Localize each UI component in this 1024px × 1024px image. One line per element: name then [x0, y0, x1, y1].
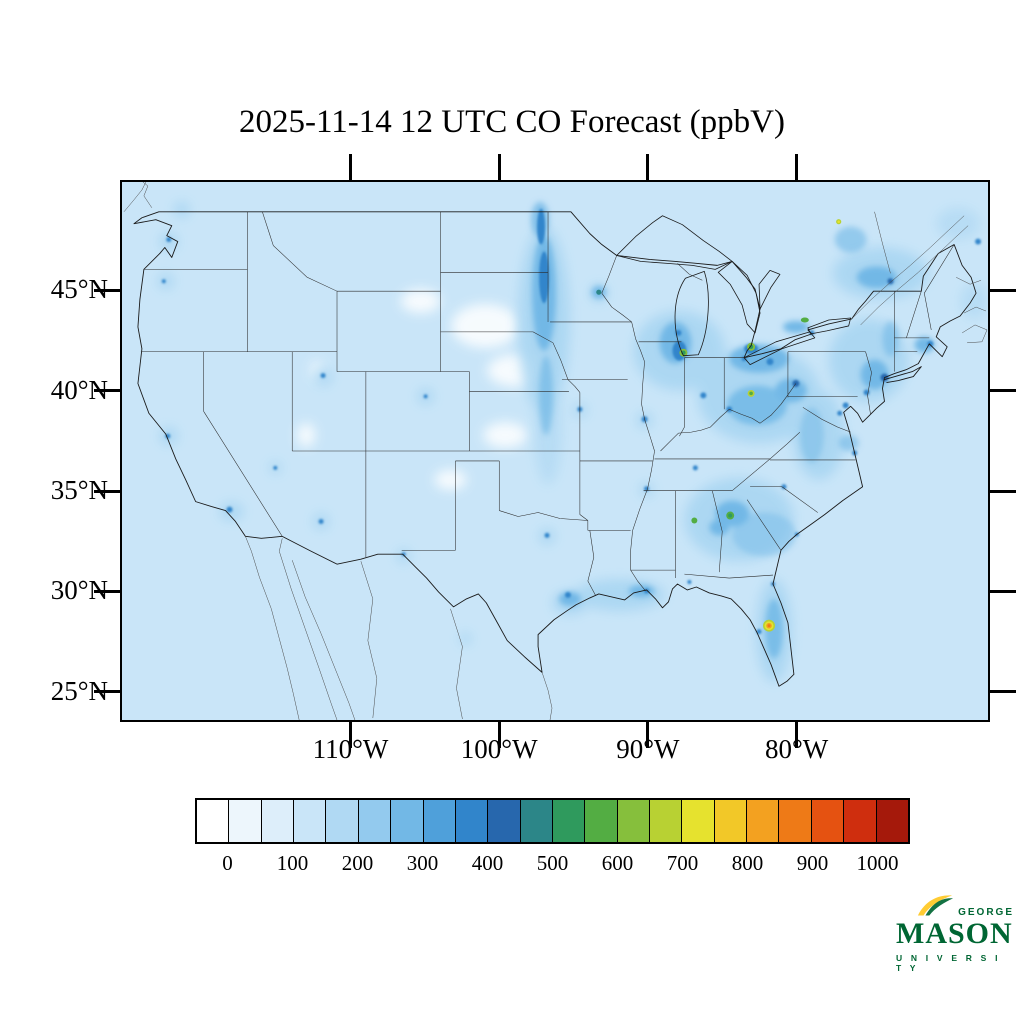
- colorbar-segment: [488, 800, 521, 842]
- colorbar-segment: [423, 800, 456, 842]
- great-lakes-outline: [616, 215, 852, 366]
- colorbar-segment: [714, 800, 748, 842]
- colorbar-segment: [682, 800, 715, 842]
- colorbar-tick-label: 500: [536, 851, 569, 875]
- colorbar-segment: [229, 800, 262, 842]
- y-axis-tick-right: [990, 288, 1016, 292]
- y-axis-tick-right: [990, 489, 1016, 493]
- colorbar-tick-label: 100: [276, 851, 309, 875]
- y-axis-tick-left: [94, 288, 120, 292]
- logo-george-text: GEORGE: [958, 907, 1014, 918]
- colorbar-tick-label: 600: [601, 851, 634, 875]
- y-axis-tick-left: [94, 690, 120, 694]
- y-axis-tick-right: [990, 589, 1016, 593]
- y-axis-tick-left: [94, 589, 120, 593]
- y-axis-tick-right: [990, 690, 1016, 694]
- y-axis-tick-left: [94, 489, 120, 493]
- page-title: 2025-11-14 12 UTC CO Forecast (ppbV): [239, 104, 785, 140]
- colorbar-tick-label: 0: [222, 851, 233, 875]
- colorbar-tick-label: 700: [666, 851, 699, 875]
- colorbar-segment: [779, 800, 812, 842]
- colorbar-segment: [552, 800, 586, 842]
- colorbar: [195, 798, 910, 844]
- colorbar-tick-label: 400: [471, 851, 504, 875]
- x-axis-tick-top: [795, 154, 799, 180]
- coastline: [133, 211, 977, 687]
- colorbar-segment: [811, 800, 845, 842]
- colorbar-segment: [876, 800, 908, 842]
- y-axis-tick-left: [94, 389, 120, 393]
- colorbar-segment: [391, 800, 424, 842]
- colorbar-segment: [358, 800, 392, 842]
- canada-mexico-borders: [123, 182, 988, 720]
- colorbar-segment: [455, 800, 489, 842]
- colorbar-tick-label: 800: [731, 851, 764, 875]
- gmu-logo: GEORGE MASON U N I V E R S I T Y: [896, 890, 1014, 973]
- x-axis-tick-top: [497, 154, 501, 180]
- x-axis-tick-bottom: [646, 722, 650, 748]
- colorbar-segment: [747, 800, 780, 842]
- colorbar-segment: [326, 800, 359, 842]
- colorbar-segment: [520, 800, 553, 842]
- logo-mason-text: MASON: [896, 917, 1013, 950]
- colorbar-segment: [261, 800, 295, 842]
- map-frame: [120, 180, 990, 722]
- colorbar-tick-label: 200: [341, 851, 374, 875]
- gmu-leaf-icon: [917, 895, 954, 916]
- us-co-map: [122, 182, 988, 720]
- x-axis-tick-top: [349, 154, 352, 180]
- logo-university-text: U N I V E R S I T Y: [896, 953, 1001, 973]
- x-axis-tick-bottom: [349, 722, 352, 748]
- us-state-borders: [140, 211, 955, 597]
- colorbar-segment: [294, 800, 327, 842]
- x-axis-tick-top: [646, 154, 650, 180]
- x-axis-tick-bottom: [497, 722, 501, 748]
- colorbar-tick-label: 1000: [856, 851, 899, 875]
- colorbar-segment: [585, 800, 618, 842]
- colorbar-tick-label: 300: [406, 851, 439, 875]
- colorbar-segment: [197, 800, 230, 842]
- colorbar-segment: [650, 800, 683, 842]
- colorbar-tick-label: 900: [796, 851, 829, 875]
- y-axis-tick-right: [990, 389, 1016, 393]
- co-plumes-dark: [161, 208, 982, 635]
- colorbar-segment: [844, 800, 877, 842]
- x-axis-tick-bottom: [795, 722, 799, 748]
- colorbar-segment: [617, 800, 651, 842]
